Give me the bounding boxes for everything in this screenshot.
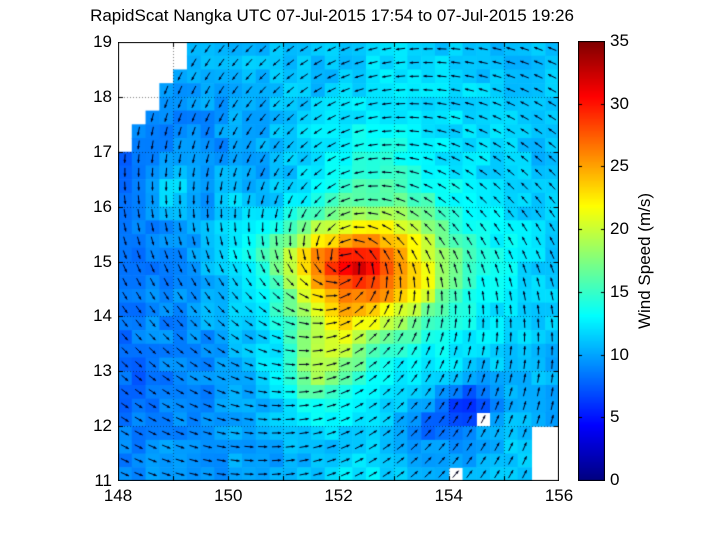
map-canvas (118, 42, 559, 481)
colorbar-tick-label: 0 (610, 470, 620, 489)
y-tick-label: 15 (93, 251, 112, 271)
x-tick-label: 148 (103, 486, 133, 505)
colorbar-tick-label: 15 (610, 281, 629, 301)
colorbar-tick-label: 30 (610, 93, 629, 113)
y-tick-label: 18 (93, 86, 112, 106)
y-tick-label: 12 (93, 416, 112, 436)
colorbar-tick-label: 5 (610, 407, 620, 427)
colorbar-label: Wind Speed (m/s) (635, 192, 654, 330)
colorbar-canvas (578, 41, 605, 481)
map-plot (118, 42, 559, 481)
y-tick-label: 13 (93, 361, 112, 381)
x-tick-label: 154 (434, 486, 463, 505)
y-tick-label: 17 (93, 141, 112, 161)
colorbar-tick-label: 25 (610, 156, 629, 176)
colorbar-tick-label: 20 (610, 219, 629, 239)
figure-title: RapidScat Nangka UTC 07-Jul-2015 17:54 t… (90, 6, 574, 25)
colorbar-tick-label: 35 (610, 31, 629, 50)
y-tick-label: 19 (93, 32, 112, 51)
x-tick-label: 156 (544, 486, 574, 505)
x-tick-label: 150 (214, 486, 243, 505)
y-tick-label: 14 (93, 306, 112, 326)
x-tick-label: 152 (324, 486, 353, 505)
colorbar-tick-label: 10 (610, 344, 629, 364)
y-tick-label: 16 (93, 196, 112, 216)
y-tick-label: 11 (94, 471, 112, 490)
